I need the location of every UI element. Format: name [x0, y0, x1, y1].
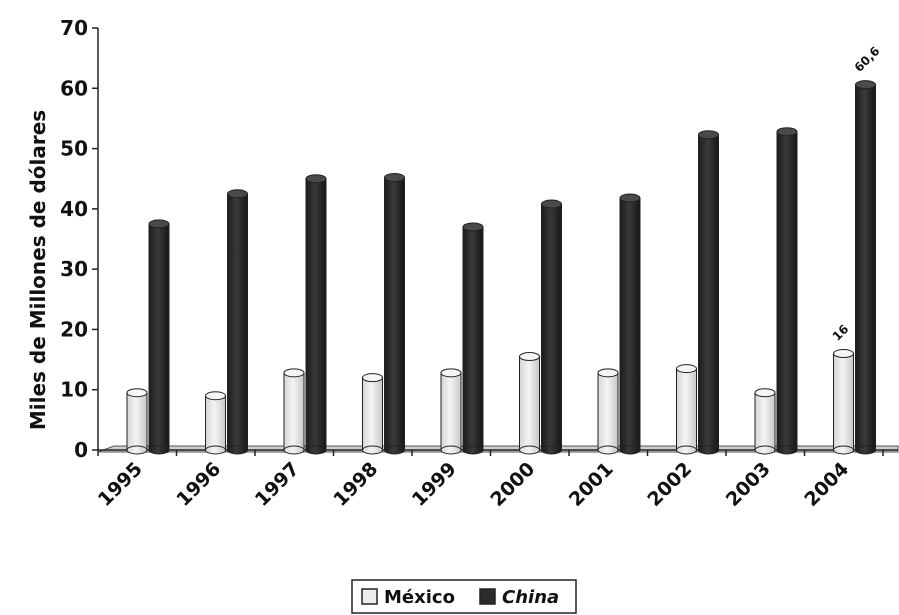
bar-mexico-2000: [519, 352, 540, 455]
bar-mexico-2004: [833, 349, 854, 455]
bar-mexico-1996: [205, 391, 226, 455]
y-axis-title: Miles de Millones de dólares: [26, 110, 50, 430]
bar-mexico-2001: [597, 368, 619, 455]
x-tick-label: 1995: [94, 458, 147, 511]
legend-label-china: China: [502, 587, 559, 608]
y-tick-label: 30: [60, 257, 88, 281]
bar-china-1997: [305, 174, 327, 455]
bar-mexico-2002: [676, 364, 697, 455]
bar-china-1996: [227, 189, 248, 455]
bar-mexico-2003: [754, 388, 776, 455]
y-tick-label: 40: [60, 197, 88, 221]
x-tick-label: 2001: [565, 458, 618, 511]
y-tick-label: 10: [60, 378, 88, 402]
data-label-mexico-2004: 16: [830, 322, 852, 344]
legend-label-mexico: México: [384, 587, 455, 608]
data-label-china-2004: 60,6: [852, 44, 883, 75]
x-tick-label: 1996: [172, 458, 225, 511]
y-tick-label: 50: [60, 137, 88, 161]
bar-china-2001: [619, 193, 641, 455]
bar-mexico-1998: [362, 373, 383, 455]
x-tick-label: 2004: [800, 458, 853, 511]
bar-china-1998: [384, 173, 405, 455]
legend-swatch-mexico: [361, 588, 378, 605]
bar-mexico-1999: [440, 368, 462, 455]
legend-box: [351, 579, 577, 614]
x-tick-label: 1999: [408, 458, 461, 511]
legend: México China: [351, 579, 577, 614]
bar-mexico-1997: [283, 368, 305, 455]
bar-china-2003: [776, 127, 798, 455]
y-tick-label: 20: [60, 317, 88, 341]
y-tick-label: 60: [60, 76, 88, 100]
x-tick-label: 1998: [329, 458, 382, 511]
bar-china-2004: [855, 80, 876, 455]
x-tick-label: 2003: [722, 458, 775, 511]
x-tick-label: 1997: [251, 458, 304, 511]
legend-swatch-china: [479, 588, 496, 605]
bar-china-1999: [462, 222, 484, 455]
bar-mexico-1995: [126, 388, 148, 455]
x-tick-label: 2000: [486, 458, 539, 511]
bar-china-2002: [698, 130, 719, 455]
x-tick-label: 2002: [643, 458, 696, 511]
bar-china-1995: [148, 219, 170, 455]
y-tick-label: 0: [74, 438, 88, 462]
bar-china-2000: [541, 199, 562, 455]
y-tick-label: 70: [60, 16, 88, 40]
